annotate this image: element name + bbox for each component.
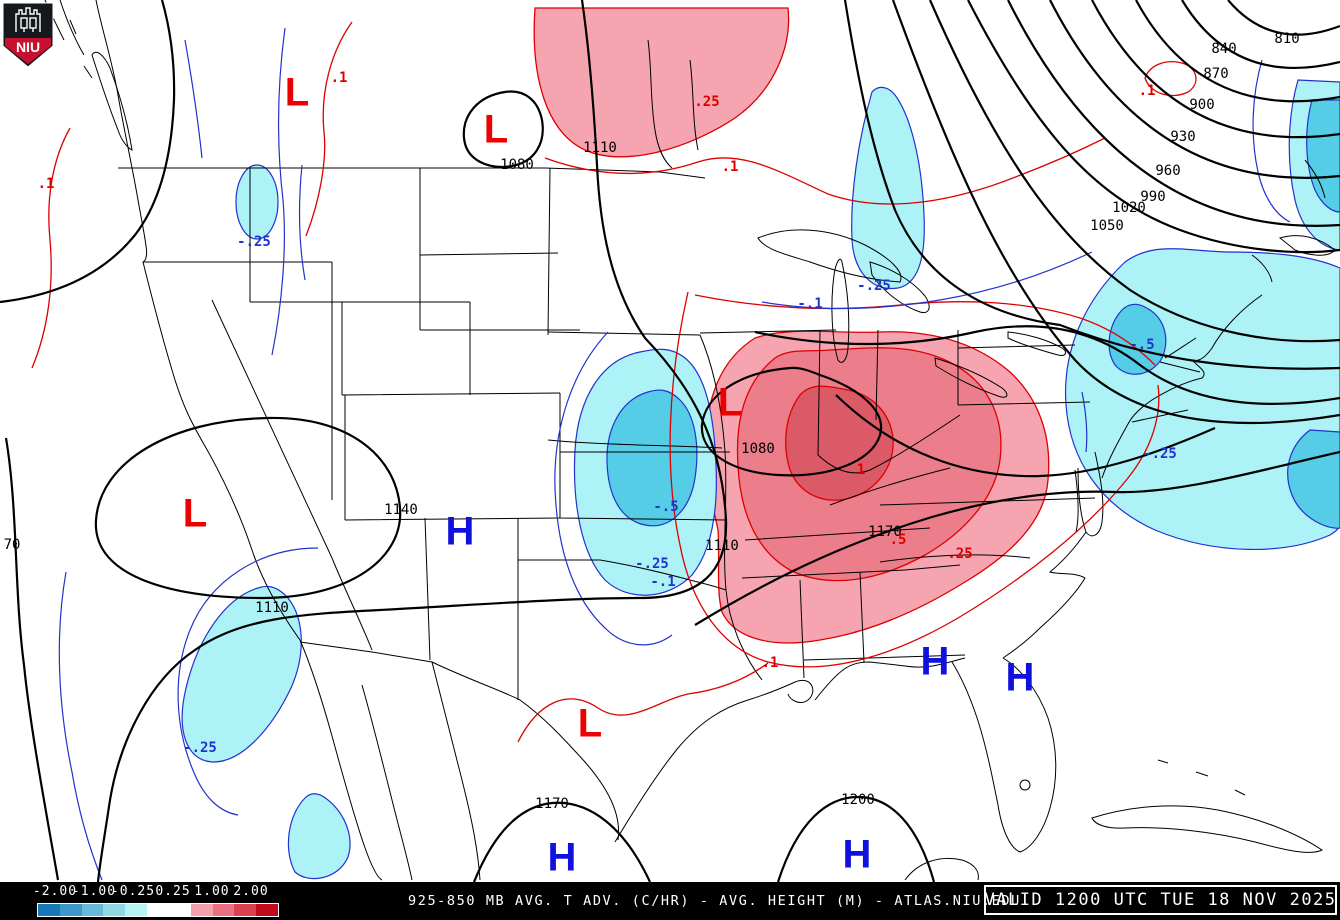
low-pressure-symbol: L [483,107,509,152]
height-contour-label: 900 [1189,97,1215,113]
height-contour-label: 1110 [705,538,739,554]
height-contour-label: 70 [3,537,21,553]
height-contour-label: 1110 [583,140,617,156]
cold-advection-label: -.25 [635,556,669,572]
cold-fill-montana [235,164,279,240]
height-contour-label: 870 [1203,66,1229,82]
height-contour-label: 1170 [535,796,569,812]
height-contours [0,0,1340,882]
cold-advection-label: -.25 [857,278,891,294]
colorbar-tick: -0.25 [110,884,156,899]
warm-advection-label: 1 [856,462,866,478]
cold-advection-fills [181,79,1340,880]
colorbar-segment [212,904,235,916]
height-contour-label: 1110 [255,600,289,616]
warm-advection-label: .1 [761,655,779,671]
height-contour-label: 810 [1274,31,1300,47]
height-contour-label: 1020 [1112,200,1146,216]
height-contour-label: 1200 [841,792,875,808]
height-contour-label: 1080 [741,441,775,457]
high-pressure-symbol: H [842,832,872,877]
height-contour-label: 840 [1211,41,1237,57]
geography-borders [44,0,1336,881]
cold-fill-ne-mid3 [1306,99,1340,213]
cold-advection-label: -.25 [183,740,217,756]
warm-advection-label: .1 [37,176,55,192]
warm-advection-label: .1 [721,159,739,175]
warm-advection-label: .1 [1138,83,1156,99]
high-pressure-symbol: H [547,835,577,880]
cold-advection-contours [58,27,1291,881]
cold-advection-label: -.25 [237,234,271,250]
warm-advection-label: .1 [330,70,348,86]
colorbar-segment [168,904,191,916]
height-contour-label: 1170 [868,524,902,540]
colorbar-segment [103,904,126,916]
warm-advection-label: .25 [947,546,973,562]
colorbar-tick: 0.25 [155,884,191,899]
colorbar: -2.00 -1.00 -0.25 0.25 1.00 2.00 [0,882,300,920]
colorbar-segment [38,904,60,916]
colorbar-segment [81,904,104,916]
weather-map-canvas [0,0,1340,882]
colorbar-segment [147,904,169,916]
cold-advection-label: -.5 [1129,337,1155,353]
map-title: 925-850 MB AVG. T ADV. (C/HR) - AVG. HEI… [408,893,1021,909]
footer-bar: -2.00 -1.00 -0.25 0.25 1.00 2.00 925-850 MB A… [0,882,1340,920]
low-pressure-symbol: L [717,380,743,425]
cold-fill-socal [181,585,302,763]
valid-time-text: VALID 1200 UTC TUE 18 NOV 2025 [984,890,1337,910]
high-pressure-symbol: H [1005,655,1035,700]
colorbar-tick: -1.00 [71,884,117,899]
height-contour-label: 1050 [1090,218,1124,234]
valid-time-box: VALID 1200 UTC TUE 18 NOV 2025 [984,885,1337,915]
colorbar-gradient [37,903,279,917]
colorbar-segment [190,904,213,916]
high-pressure-symbol: H [445,509,475,554]
low-pressure-symbol: L [577,701,603,746]
high-pressure-symbol: H [920,639,950,684]
colorbar-tick: -2.00 [32,884,78,899]
colorbar-tick: 2.00 [233,884,269,899]
height-contour-label: 930 [1170,129,1196,145]
cold-advection-label: -.1 [797,296,823,312]
height-contour-label: 990 [1140,189,1166,205]
colorbar-segment [256,904,278,916]
height-contour-label: 1140 [384,502,418,518]
warm-advection-label: .5 [889,532,907,548]
colorbar-tick: 1.00 [194,884,230,899]
height-contour-label: 960 [1155,163,1181,179]
colorbar-segment [59,904,82,916]
warm-advection-contours [31,21,1197,743]
warm-fill-northplains [533,7,790,158]
cold-advection-label: -.5 [653,499,679,515]
low-pressure-symbol: L [284,70,310,115]
colorbar-segment [234,904,257,916]
cold-fill-ne-mid1 [1108,303,1167,375]
cold-fill-baja [287,793,351,880]
niu-logo-text: NIU [16,39,40,55]
colorbar-segment [125,904,148,916]
cold-advection-label: -.25 [1143,446,1177,462]
niu-logo: NIU [2,2,54,68]
low-pressure-symbol: L [182,491,208,536]
height-contour-label: 1080 [500,157,534,173]
warm-advection-label: .25 [694,94,720,110]
cold-advection-label: -.1 [650,574,676,590]
niu-shield-icon: NIU [2,2,54,68]
